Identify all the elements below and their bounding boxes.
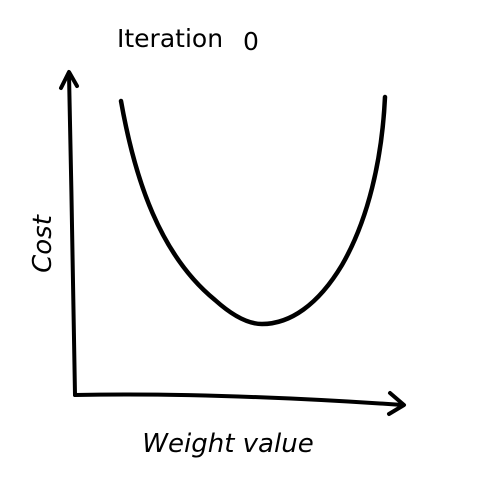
iteration-title: Iteration 0 xyxy=(117,24,259,56)
iteration-label: Iteration xyxy=(117,24,223,53)
y-axis-arrowhead xyxy=(59,70,79,90)
y-axis-label: Cost xyxy=(28,214,58,273)
x-axis-line xyxy=(73,392,405,407)
x-axis-arrowhead xyxy=(387,391,406,416)
y-axis-line xyxy=(67,72,77,397)
iteration-number: 0 xyxy=(243,27,259,56)
x-axis-label: Weight value xyxy=(142,429,313,459)
cost-curve xyxy=(118,94,388,327)
